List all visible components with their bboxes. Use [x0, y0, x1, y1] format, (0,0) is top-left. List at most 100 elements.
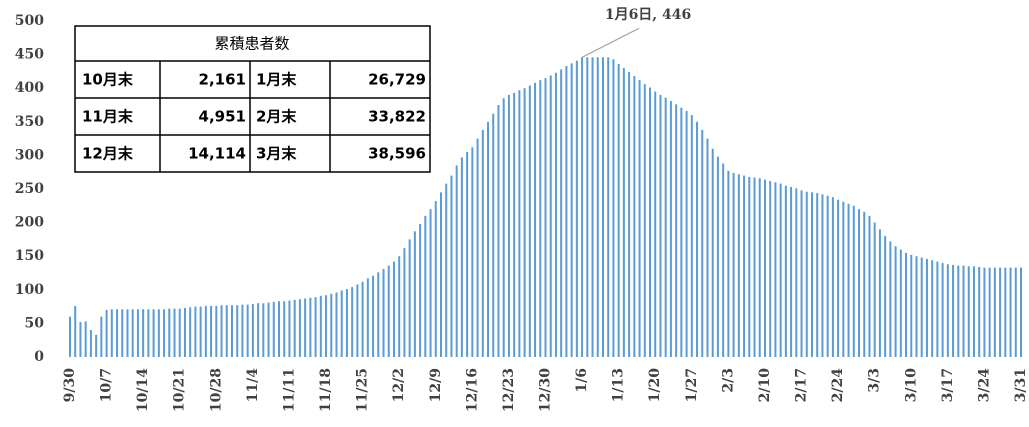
table-cell: 10月末 [82, 71, 134, 89]
bar [826, 195, 829, 357]
bar [586, 57, 589, 358]
bar [147, 309, 150, 357]
y-tick-label: 250 [15, 181, 44, 197]
bar [434, 201, 437, 357]
bar [408, 239, 411, 357]
x-tick-label: 3/24 [976, 368, 992, 403]
bar [544, 78, 547, 358]
bar [257, 303, 260, 357]
bar [988, 267, 991, 357]
bar [758, 178, 761, 357]
bar [779, 183, 782, 357]
bar [690, 115, 693, 357]
table-border [74, 25, 431, 173]
bar [894, 246, 897, 357]
bar [680, 107, 683, 357]
bar [210, 305, 213, 357]
bar [288, 300, 291, 357]
bar [497, 105, 500, 357]
x-tick-label: 10/7 [99, 368, 115, 402]
y-tick-label: 50 [25, 315, 45, 331]
bar [304, 298, 307, 357]
bar [847, 203, 850, 357]
bar [795, 188, 798, 357]
bar [356, 284, 359, 357]
y-tick-label: 100 [15, 282, 44, 298]
bar [575, 60, 578, 357]
annotation: 1月6日, 446 [605, 7, 691, 23]
bar [204, 305, 207, 357]
y-tick-label: 0 [34, 349, 44, 365]
bar [1014, 267, 1017, 357]
bar [157, 309, 160, 357]
bar [936, 261, 939, 357]
bar [528, 85, 531, 358]
bar [173, 308, 176, 357]
bar [100, 316, 103, 357]
bar [774, 182, 777, 357]
bar [716, 156, 719, 357]
bar [633, 76, 636, 357]
bar [330, 293, 333, 357]
bar [142, 309, 145, 357]
bar [669, 100, 672, 357]
bar [810, 192, 813, 357]
x-tick-label: 2/24 [830, 368, 846, 403]
x-tick-label: 1/20 [647, 368, 663, 403]
bar [816, 193, 819, 357]
bar [398, 256, 401, 357]
bar [591, 57, 594, 358]
bar [413, 231, 416, 357]
bar [878, 229, 881, 357]
bar [570, 63, 573, 357]
bar [805, 191, 808, 357]
bar [278, 301, 281, 357]
bar [345, 289, 348, 357]
bar [163, 309, 166, 357]
bar [675, 104, 678, 357]
bar [513, 92, 516, 358]
bar [722, 163, 725, 357]
bar [920, 257, 923, 357]
bar [136, 309, 139, 357]
y-tick-label: 200 [15, 215, 44, 231]
bar [502, 98, 505, 357]
x-tick-label: 10/21 [172, 368, 188, 412]
bar [978, 266, 981, 357]
bar [711, 148, 714, 357]
bar [419, 223, 422, 357]
bar [314, 297, 317, 357]
bar [466, 152, 469, 357]
bar [664, 97, 667, 357]
bar [241, 304, 244, 357]
bar [439, 192, 442, 357]
bar [889, 241, 892, 357]
bar [267, 302, 270, 357]
bar [476, 138, 479, 357]
x-tick-label: 2/3 [720, 368, 736, 393]
annotation-leader [581, 27, 640, 58]
bar [116, 309, 119, 357]
bar [1020, 267, 1022, 357]
bar [784, 185, 787, 357]
bar [298, 299, 301, 357]
bar [220, 305, 223, 357]
table-cell: 11月末 [82, 108, 134, 126]
bar [518, 90, 521, 357]
bar [941, 262, 944, 357]
bar [215, 305, 218, 357]
y-tick-label: 150 [15, 248, 44, 264]
y-tick-label: 500 [15, 13, 44, 29]
bar [225, 305, 228, 357]
bar [743, 175, 746, 357]
bar [748, 176, 751, 357]
bar [925, 258, 928, 357]
bar [596, 57, 599, 358]
bar [74, 305, 77, 357]
bar [837, 199, 840, 357]
bar [230, 305, 233, 357]
x-tick-label: 3/31 [1013, 368, 1029, 402]
bar [628, 72, 631, 358]
x-tick-label: 2/17 [794, 368, 810, 402]
bar [790, 186, 793, 357]
